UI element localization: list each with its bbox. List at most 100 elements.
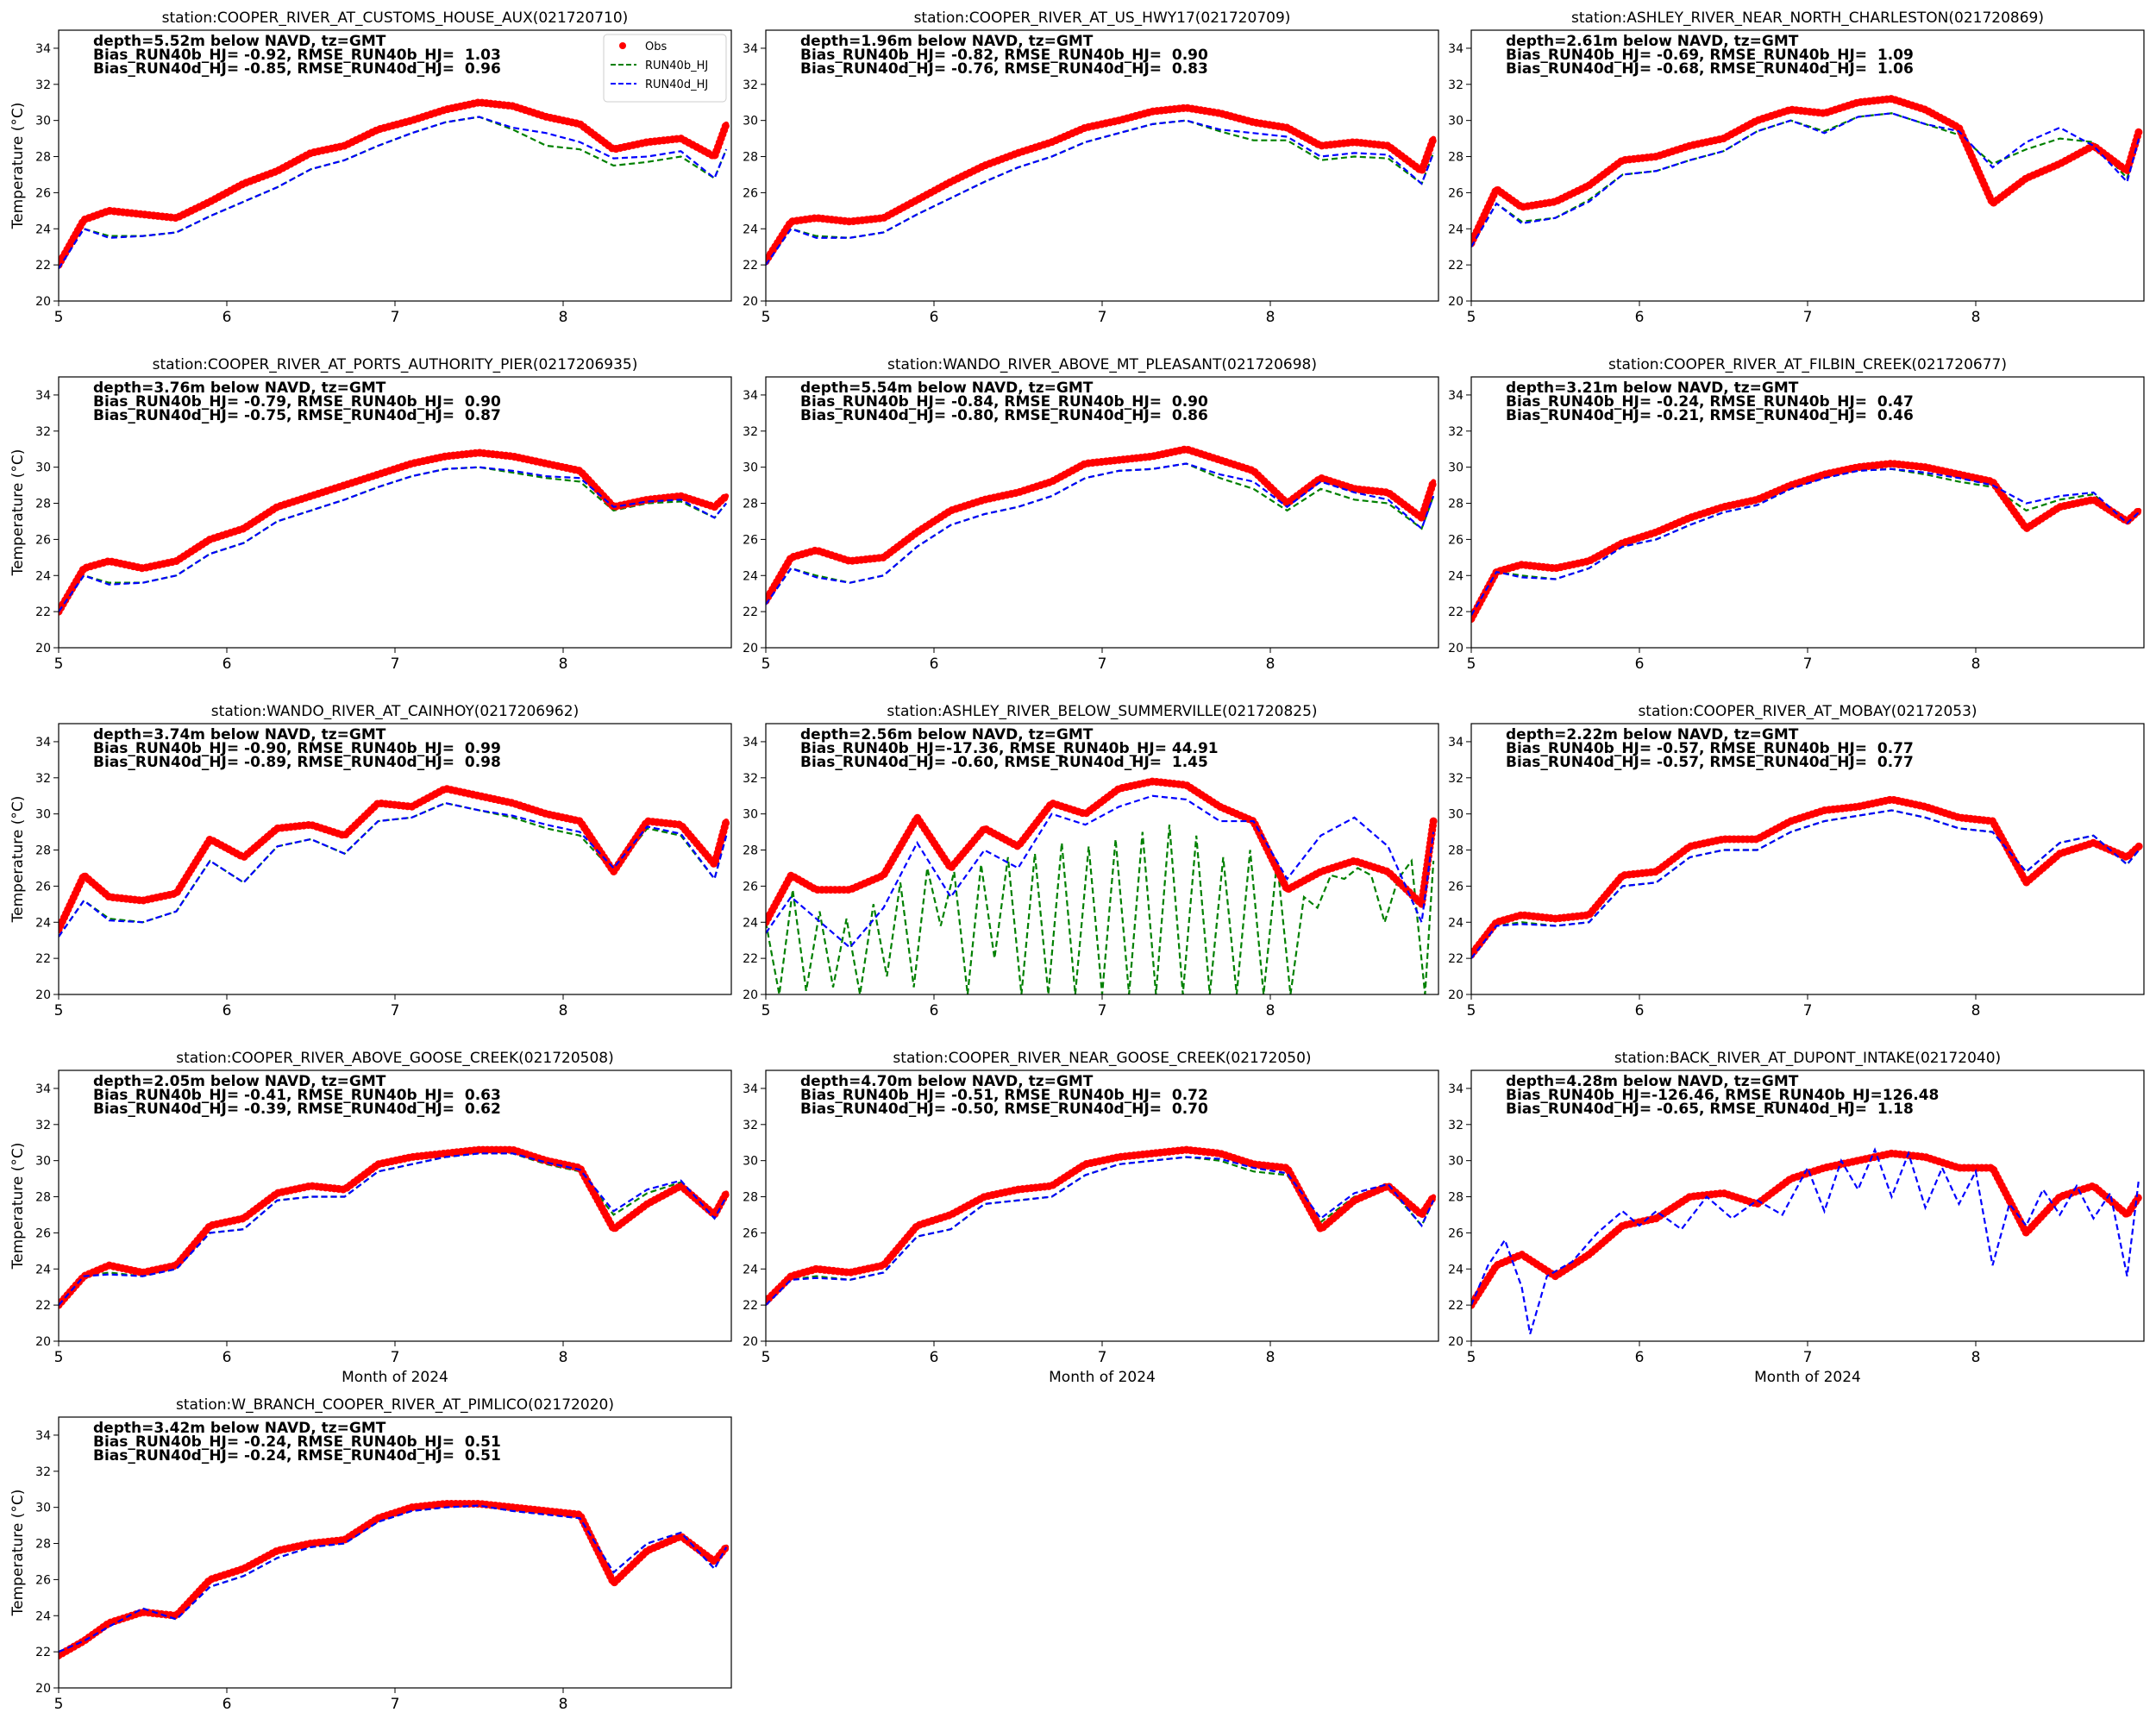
y-tick-label: 22 (743, 952, 758, 966)
panel-title: station:ASHLEY_RIVER_BELOW_SUMMERVILLE(0… (887, 703, 1317, 720)
x-tick-label: 6 (930, 1002, 939, 1019)
x-tick-label: 7 (1098, 1349, 1107, 1366)
y-tick-label: 22 (1448, 1299, 1463, 1313)
y-tick-label: 20 (35, 642, 51, 656)
series-run40d (1471, 809, 2140, 959)
y-tick-label: 26 (35, 1226, 51, 1240)
y-axis-label: Temperature (°C) (9, 449, 27, 577)
series-run40b (59, 466, 728, 612)
y-tick-label: 24 (35, 916, 51, 930)
stats-annotation: depth=3.76m below NAVD, tz=GMT (93, 380, 386, 397)
panel-12: station:BACK_RIVER_AT_DUPONT_INTAKE(0217… (1448, 1050, 2145, 1386)
y-tick-label: 32 (1448, 1119, 1463, 1132)
x-tick-label: 8 (559, 309, 568, 326)
stats-annotation: Bias_RUN40d_HJ= -0.68, RMSE_RUN40d_HJ= 1… (1506, 60, 1914, 78)
x-tick-label: 8 (1971, 1349, 1981, 1366)
series-run40d (766, 1156, 1435, 1306)
y-tick-label: 28 (1448, 498, 1463, 511)
y-tick-label: 28 (743, 151, 758, 165)
stats-annotation: depth=2.22m below NAVD, tz=GMT (1506, 726, 1799, 743)
series-run40b (59, 1152, 728, 1306)
y-tick-label: 28 (743, 844, 758, 858)
series-obs-band (59, 99, 730, 268)
plot-area (1471, 95, 2143, 248)
series-obs-band (766, 446, 1437, 604)
x-tick-label: 5 (1467, 309, 1476, 326)
x-tick-label: 7 (1803, 656, 1813, 673)
panel-5: station:WANDO_RIVER_ABOVE_MT_PLEASANT(02… (743, 356, 1439, 673)
stats-annotation: depth=1.96m below NAVD, tz=GMT (800, 33, 1094, 50)
stats-annotation: Bias_RUN40b_HJ= -0.57, RMSE_RUN40b_HJ= 0… (1506, 740, 1914, 757)
stats-annotation: Bias_RUN40d_HJ= -0.57, RMSE_RUN40d_HJ= 0… (1506, 754, 1914, 771)
y-tick-label: 30 (35, 808, 51, 822)
x-tick-label: 6 (222, 656, 232, 673)
y-tick-label: 28 (35, 1191, 51, 1205)
plot-area (59, 784, 730, 938)
y-tick-label: 24 (743, 569, 758, 583)
y-axis-label: Temperature (°C) (9, 103, 27, 230)
x-tick-label: 7 (1098, 656, 1107, 673)
series-obs-band (766, 1147, 1437, 1304)
x-tick-label: 6 (222, 1349, 232, 1366)
series-obs-band (59, 449, 730, 615)
x-tick-label: 5 (54, 1002, 64, 1019)
panel-11: station:COOPER_RIVER_NEAR_GOOSE_CREEK(02… (743, 1050, 1439, 1386)
y-tick-label: 26 (743, 533, 758, 547)
panel-2: station:COOPER_RIVER_AT_US_HWY17(0217207… (743, 9, 1439, 326)
x-tick-label: 8 (559, 1002, 568, 1019)
x-tick-label: 8 (1971, 1002, 1981, 1019)
y-tick-label: 20 (1448, 1335, 1463, 1349)
series-obs-band (59, 1147, 730, 1308)
y-tick-label: 34 (1448, 42, 1463, 56)
series-obs-band (1471, 1151, 2142, 1308)
stats-annotation: depth=3.42m below NAVD, tz=GMT (93, 1420, 386, 1437)
x-tick-label: 8 (1971, 309, 1981, 326)
y-tick-label: 30 (35, 115, 51, 129)
series-run40d (59, 1504, 728, 1653)
x-tick-label: 5 (761, 1002, 771, 1019)
series-obs-band (1471, 796, 2142, 957)
x-tick-label: 6 (1635, 1349, 1645, 1366)
series-obs (59, 1145, 730, 1309)
y-tick-label: 26 (35, 1573, 51, 1587)
stats-annotation: Bias_RUN40b_HJ=-126.46, RMSE_RUN40b_HJ=1… (1506, 1087, 1939, 1104)
legend-label: Obs (645, 41, 667, 53)
stats-annotation: depth=3.74m below NAVD, tz=GMT (93, 726, 386, 743)
y-tick-label: 24 (1448, 223, 1463, 236)
series-run40b (766, 825, 1435, 994)
series-obs (59, 1499, 730, 1659)
y-tick-label: 20 (743, 988, 758, 1002)
y-tick-label: 32 (743, 772, 758, 786)
y-tick-label: 20 (35, 1682, 51, 1696)
y-tick-label: 34 (35, 736, 51, 750)
y-tick-label: 26 (1448, 186, 1463, 200)
stats-annotation: Bias_RUN40d_HJ= -0.60, RMSE_RUN40d_HJ= 1… (800, 754, 1208, 771)
x-tick-label: 6 (930, 656, 939, 673)
y-tick-label: 32 (1448, 425, 1463, 439)
plot-area (59, 98, 730, 269)
y-tick-label: 34 (1448, 736, 1463, 750)
y-tick-label: 30 (1448, 808, 1463, 822)
series-obs (766, 104, 1438, 266)
y-tick-label: 26 (1448, 1226, 1463, 1240)
plot-area (1471, 795, 2143, 959)
y-tick-label: 28 (35, 844, 51, 858)
x-tick-label: 8 (559, 1696, 568, 1713)
series-obs (1471, 459, 2143, 624)
y-tick-label: 22 (35, 1299, 51, 1313)
y-tick-label: 34 (1448, 1082, 1463, 1096)
stats-annotation: depth=5.52m below NAVD, tz=GMT (93, 33, 386, 50)
y-tick-label: 34 (35, 1082, 51, 1096)
stats-annotation: Bias_RUN40b_HJ= -0.41, RMSE_RUN40b_HJ= 0… (93, 1087, 501, 1104)
y-tick-label: 30 (35, 461, 51, 475)
y-tick-label: 24 (1448, 569, 1463, 583)
x-tick-label: 7 (1098, 1002, 1107, 1019)
series-run40b (59, 116, 728, 269)
series-run40d (59, 116, 728, 269)
y-tick-label: 22 (743, 259, 758, 273)
x-tick-label: 5 (54, 309, 64, 326)
y-tick-label: 34 (1448, 389, 1463, 403)
x-tick-label: 5 (54, 1696, 64, 1713)
panel-7: station:WANDO_RIVER_AT_CAINHOY(021720696… (9, 703, 732, 1019)
